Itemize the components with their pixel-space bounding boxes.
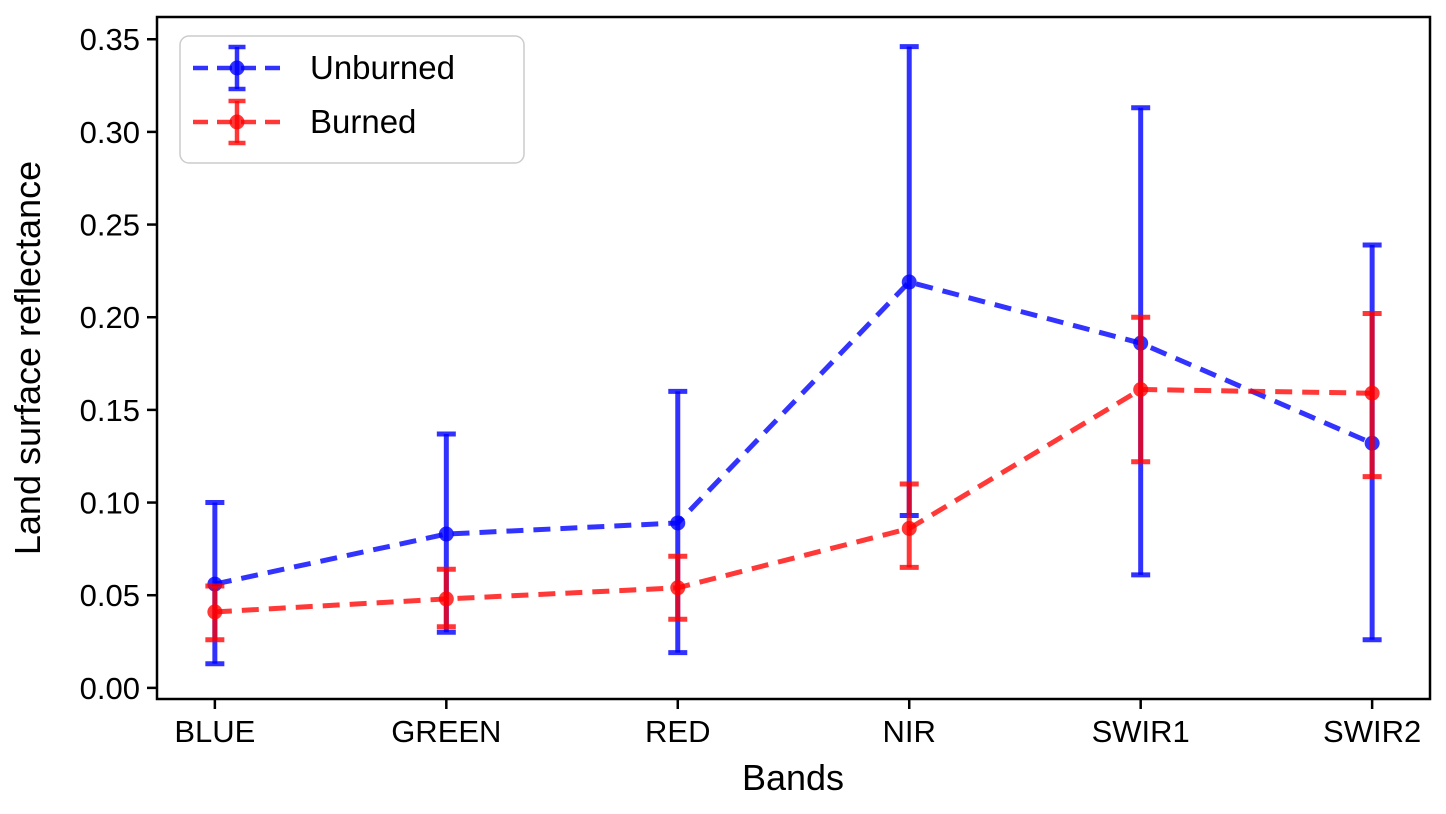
data-point-unburned: [901, 274, 917, 290]
y-tick-label: 0.35: [80, 22, 140, 57]
legend-unburned-marker: [229, 60, 245, 76]
x-tick-label: SWIR2: [1323, 714, 1421, 749]
data-point-burned: [670, 580, 686, 596]
y-tick-label: 0.30: [80, 115, 140, 150]
x-tick-label: RED: [645, 714, 710, 749]
y-tick-label: 0.25: [80, 208, 140, 243]
plot-area: 0.00 0.05 0.10 0.15 0.20 0.25 0.30 0.35 BLUE GREE…: [80, 15, 1432, 749]
y-tick-label: 0.10: [80, 486, 140, 521]
legend-label-unburned: Unburned: [310, 49, 455, 86]
data-point-burned: [1133, 382, 1149, 398]
y-tick-label: 0.00: [80, 671, 140, 706]
axes-frame: [155, 15, 1432, 701]
legend-burned-marker: [229, 114, 245, 130]
legend: Unburned Burned: [179, 35, 525, 164]
series-line-burned: [214, 386, 1373, 615]
data-point-unburned: [670, 515, 686, 531]
y-axis-title: Land surface reflectance: [7, 161, 48, 555]
x-tick-label: GREEN: [391, 714, 501, 749]
data-point-burned: [1364, 385, 1380, 401]
data-point-burned: [207, 604, 223, 620]
y-tick-label: 0.20: [80, 300, 140, 335]
x-tick-label: BLUE: [174, 714, 255, 749]
data-point-unburned: [438, 526, 454, 542]
series-line-unburned: [214, 279, 1374, 587]
data-point-burned: [438, 591, 454, 607]
legend-label-burned: Burned: [310, 103, 416, 140]
y-tick-label: 0.05: [80, 578, 140, 613]
x-tick-label: NIR: [883, 714, 936, 749]
x-tick-label: SWIR1: [1092, 714, 1190, 749]
x-axis-title: Bands: [742, 757, 844, 798]
data-point-burned: [901, 521, 917, 536]
y-tick-label: 0.15: [80, 393, 140, 428]
